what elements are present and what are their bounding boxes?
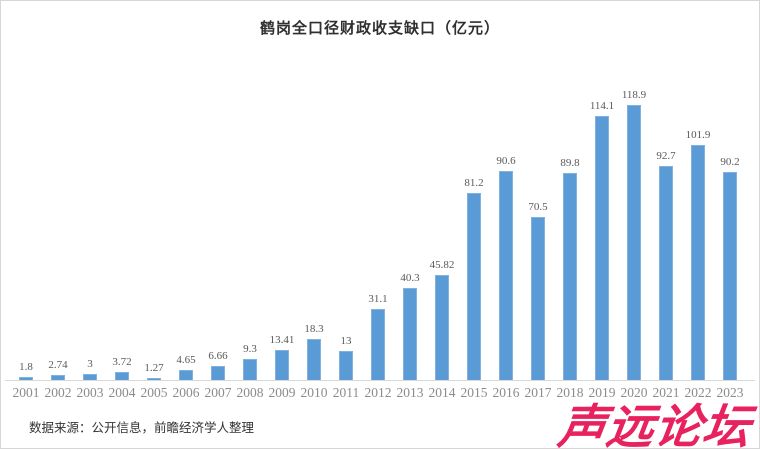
bar-value-label: 31.1 <box>368 293 388 305</box>
x-tick-label: 2005 <box>140 385 168 400</box>
x-tick-label: 2010 <box>300 385 328 400</box>
bar-value-label: 6.66 <box>208 350 228 362</box>
bar-value-label: 2.74 <box>48 359 68 371</box>
bar <box>467 193 481 381</box>
bar-slot: 6.66 <box>202 101 234 381</box>
bar-value-label: 92.7 <box>656 150 676 162</box>
bar-value-label: 13 <box>340 335 352 347</box>
bar-slot: 3.72 <box>106 101 138 381</box>
bar-value-label: 3.72 <box>112 356 132 368</box>
forum-watermark-logo: 声远论坛 <box>555 400 755 449</box>
bar <box>595 116 609 381</box>
x-tick-label: 2013 <box>396 385 424 400</box>
bar-slot: 89.8 <box>554 101 586 381</box>
bar-slot: 13 <box>330 101 362 381</box>
x-tick-label: 2023 <box>716 385 744 400</box>
bar-value-label: 114.1 <box>589 100 615 112</box>
bar-slot: 4.65 <box>170 101 202 381</box>
bar-slot: 18.3 <box>298 101 330 381</box>
x-tick-label: 2017 <box>524 385 552 400</box>
x-tick-label: 2006 <box>172 385 200 400</box>
bar-slot: 45.82 <box>426 101 458 381</box>
x-tick-label: 2019 <box>588 385 616 400</box>
bar <box>275 350 289 381</box>
bar-value-label: 101.9 <box>685 129 711 141</box>
bar <box>211 366 225 381</box>
bar-value-label: 90.2 <box>720 156 740 168</box>
bar-value-label: 1.27 <box>144 362 164 374</box>
x-tick-label: 2002 <box>44 385 72 400</box>
x-tick-label: 2004 <box>108 385 136 400</box>
bar-slot: 114.1 <box>586 100 618 381</box>
bar-slot: 31.1 <box>362 101 394 381</box>
bar-value-label: 13.41 <box>269 334 295 346</box>
bar-slot: 92.7 <box>650 101 682 381</box>
bar-slot: 90.6 <box>490 101 522 381</box>
bar-slot: 1.27 <box>138 101 170 381</box>
x-axis-labels: 2001 2002 2003 2004 2005 2006 2007 2008 2009 2010… <box>10 385 748 403</box>
bar-value-label: 89.8 <box>560 157 580 169</box>
chart-title: 鹤岗全口径财政收支缺口（亿元） <box>259 21 500 37</box>
bar-slot: 118.9 <box>618 89 650 381</box>
bar <box>563 173 577 381</box>
x-tick-label: 2007 <box>204 385 232 400</box>
bar <box>307 339 321 381</box>
x-tick-label: 2021 <box>652 385 680 400</box>
bar-value-label: 81.2 <box>464 177 484 189</box>
bar <box>403 288 417 381</box>
bar-slot: 101.9 <box>682 101 714 381</box>
x-tick-label: 2012 <box>364 385 392 400</box>
x-tick-label: 2009 <box>268 385 296 400</box>
bar <box>723 172 737 381</box>
bar-value-label: 70.5 <box>528 201 548 213</box>
bar <box>243 359 257 381</box>
bar-value-label: 90.6 <box>496 155 516 167</box>
bar-slot: 81.2 <box>458 101 490 381</box>
bar <box>371 309 385 381</box>
bar-value-label: 18.3 <box>304 323 324 335</box>
x-tick-label: 2020 <box>620 385 648 400</box>
bar <box>659 166 673 381</box>
source-note: 数据来源：公开信息，前瞻经济学人整理 <box>29 421 255 435</box>
bar <box>499 171 513 381</box>
bar <box>435 275 449 381</box>
bar-value-label: 4.65 <box>176 354 196 366</box>
bar-value-label: 3 <box>87 358 93 370</box>
bar <box>339 351 353 381</box>
bar-value-label: 45.82 <box>429 259 455 271</box>
bar-slot: 13.41 <box>266 101 298 381</box>
bar-slot: 3 <box>74 101 106 381</box>
x-tick-label: 2022 <box>684 385 712 400</box>
bar-slot: 90.2 <box>714 101 746 381</box>
bar-slot: 1.8 <box>10 101 42 381</box>
bar-value-label: 1.8 <box>19 361 33 373</box>
x-tick-label: 2014 <box>428 385 456 400</box>
x-tick-label: 2011 <box>332 385 360 400</box>
x-tick-label: 2015 <box>460 385 488 400</box>
bar-slot: 70.5 <box>522 101 554 381</box>
x-tick-label: 2008 <box>236 385 264 400</box>
bar-value-label: 118.9 <box>621 89 647 101</box>
plot-area: 1.8 2.74 3 3.72 1.27 4.65 6.66 9.3 13.41 18.3 13 31… <box>10 89 748 381</box>
x-tick-label: 2018 <box>556 385 584 400</box>
bar <box>691 145 705 381</box>
bar-slot: 2.74 <box>42 101 74 381</box>
x-tick-label: 2016 <box>492 385 520 400</box>
bar-slot: 40.3 <box>394 101 426 381</box>
bar-value-label: 40.3 <box>400 272 420 284</box>
bar <box>531 217 545 381</box>
x-axis-line <box>5 380 755 381</box>
bar <box>627 105 641 381</box>
x-tick-label: 2003 <box>76 385 104 400</box>
bar-slot: 9.3 <box>234 101 266 381</box>
x-tick-label: 2001 <box>12 385 40 400</box>
bar-value-label: 9.3 <box>243 343 257 355</box>
